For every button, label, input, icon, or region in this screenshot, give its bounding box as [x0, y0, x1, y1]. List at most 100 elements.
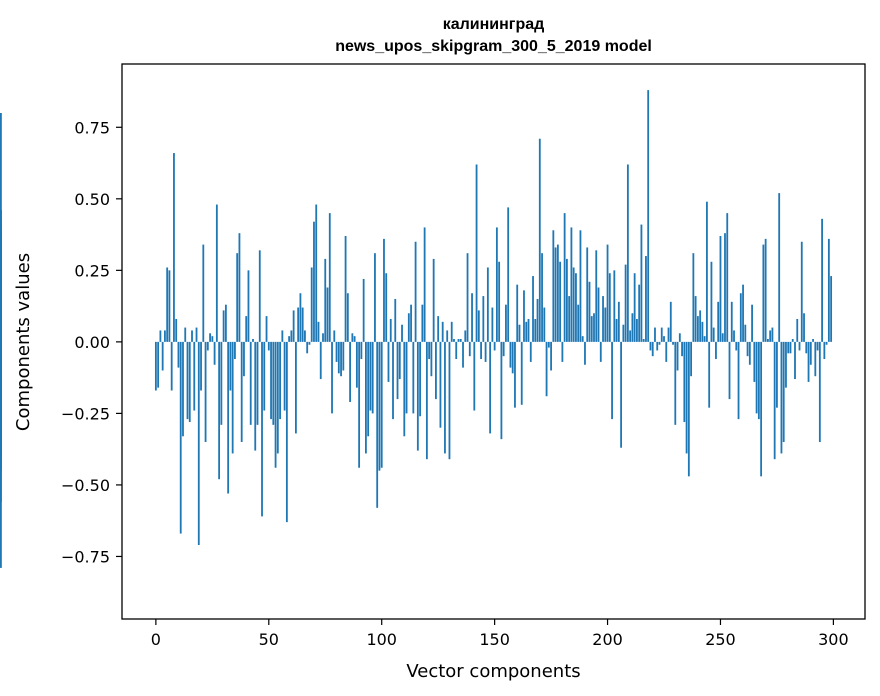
- bar: [227, 341, 230, 494]
- bar: [188, 341, 191, 422]
- bar: [629, 330, 632, 342]
- bar: [502, 341, 505, 357]
- bar: [660, 327, 663, 342]
- bar: [626, 164, 629, 342]
- y-tick-label: −0.25: [61, 404, 110, 423]
- bar: [387, 341, 390, 382]
- x-axis-ticks: 0 50 100 150 200 250 300: [151, 619, 849, 649]
- bar: [699, 310, 702, 342]
- bar: [812, 339, 814, 342]
- bar: [536, 298, 539, 342]
- bar: [229, 341, 232, 391]
- bar: [310, 267, 313, 342]
- bar: [615, 318, 618, 342]
- bar: [353, 336, 356, 342]
- bar: [475, 164, 478, 342]
- bar: [791, 339, 794, 342]
- bar: [584, 341, 586, 365]
- bar: [394, 298, 397, 342]
- bar: [224, 304, 227, 342]
- bar: [213, 341, 216, 365]
- bar: [462, 341, 464, 368]
- bar: [762, 244, 765, 342]
- bar: [340, 341, 342, 377]
- bar: [412, 341, 415, 414]
- bar: [520, 341, 523, 405]
- bar: [550, 341, 552, 371]
- bar: [726, 213, 729, 342]
- bar: [168, 270, 171, 342]
- bar: [349, 341, 351, 402]
- chart-title: калининград: [443, 16, 545, 33]
- bar: [202, 244, 205, 342]
- bar: [267, 341, 270, 351]
- bar: [787, 341, 790, 354]
- bar: [337, 341, 340, 374]
- bar: [654, 327, 656, 342]
- bar: [568, 296, 571, 342]
- bar: [444, 341, 446, 454]
- bar: [0, 236, 2, 342]
- bar: [563, 213, 566, 342]
- bar: [283, 341, 286, 411]
- bar: [256, 341, 259, 425]
- bar: [599, 341, 602, 362]
- bar: [419, 341, 422, 417]
- bar: [742, 284, 744, 342]
- bar: [751, 304, 753, 342]
- bar: [243, 341, 245, 377]
- bar: [683, 341, 686, 422]
- bar: [285, 341, 288, 523]
- bar: [173, 153, 175, 342]
- bar: [238, 233, 241, 342]
- bar: [687, 341, 690, 477]
- bar: [423, 227, 426, 342]
- bar: [489, 341, 492, 434]
- bar: [437, 316, 440, 342]
- x-tick-label: 100: [366, 630, 397, 649]
- bar: [733, 330, 735, 342]
- bar: [245, 316, 248, 342]
- bar: [712, 327, 715, 342]
- bar: [457, 339, 460, 342]
- bar: [247, 270, 250, 342]
- bar: [631, 313, 634, 342]
- bar: [748, 341, 751, 365]
- bar: [351, 333, 354, 342]
- bar: [645, 256, 647, 342]
- bar: [288, 336, 291, 342]
- bar: [240, 341, 243, 443]
- bar: [696, 316, 699, 342]
- bar: [776, 341, 778, 408]
- bar: [613, 270, 616, 342]
- bar: [552, 230, 555, 342]
- bar: [383, 238, 385, 342]
- bar: [477, 310, 480, 342]
- bar: [385, 273, 388, 342]
- bar: [658, 341, 661, 345]
- bar: [500, 341, 503, 440]
- bar: [389, 318, 392, 342]
- bar: [428, 341, 431, 360]
- bars: [0, 90, 833, 568]
- bar: [464, 330, 467, 342]
- bar: [414, 241, 417, 342]
- bar: [317, 321, 320, 342]
- bar: [757, 341, 760, 420]
- bar: [236, 253, 239, 342]
- bar: [706, 201, 708, 342]
- bar: [430, 341, 433, 377]
- bar: [304, 330, 306, 342]
- bar: [313, 221, 315, 342]
- bar: [425, 341, 428, 460]
- bar: [281, 330, 284, 342]
- x-tick-label: 300: [818, 630, 849, 649]
- bar: [193, 341, 196, 411]
- bar: [794, 341, 796, 380]
- bar: [669, 301, 672, 342]
- y-tick-label: 0.50: [74, 190, 110, 209]
- bar: [396, 341, 399, 400]
- bar: [710, 261, 713, 342]
- bar: [642, 339, 645, 342]
